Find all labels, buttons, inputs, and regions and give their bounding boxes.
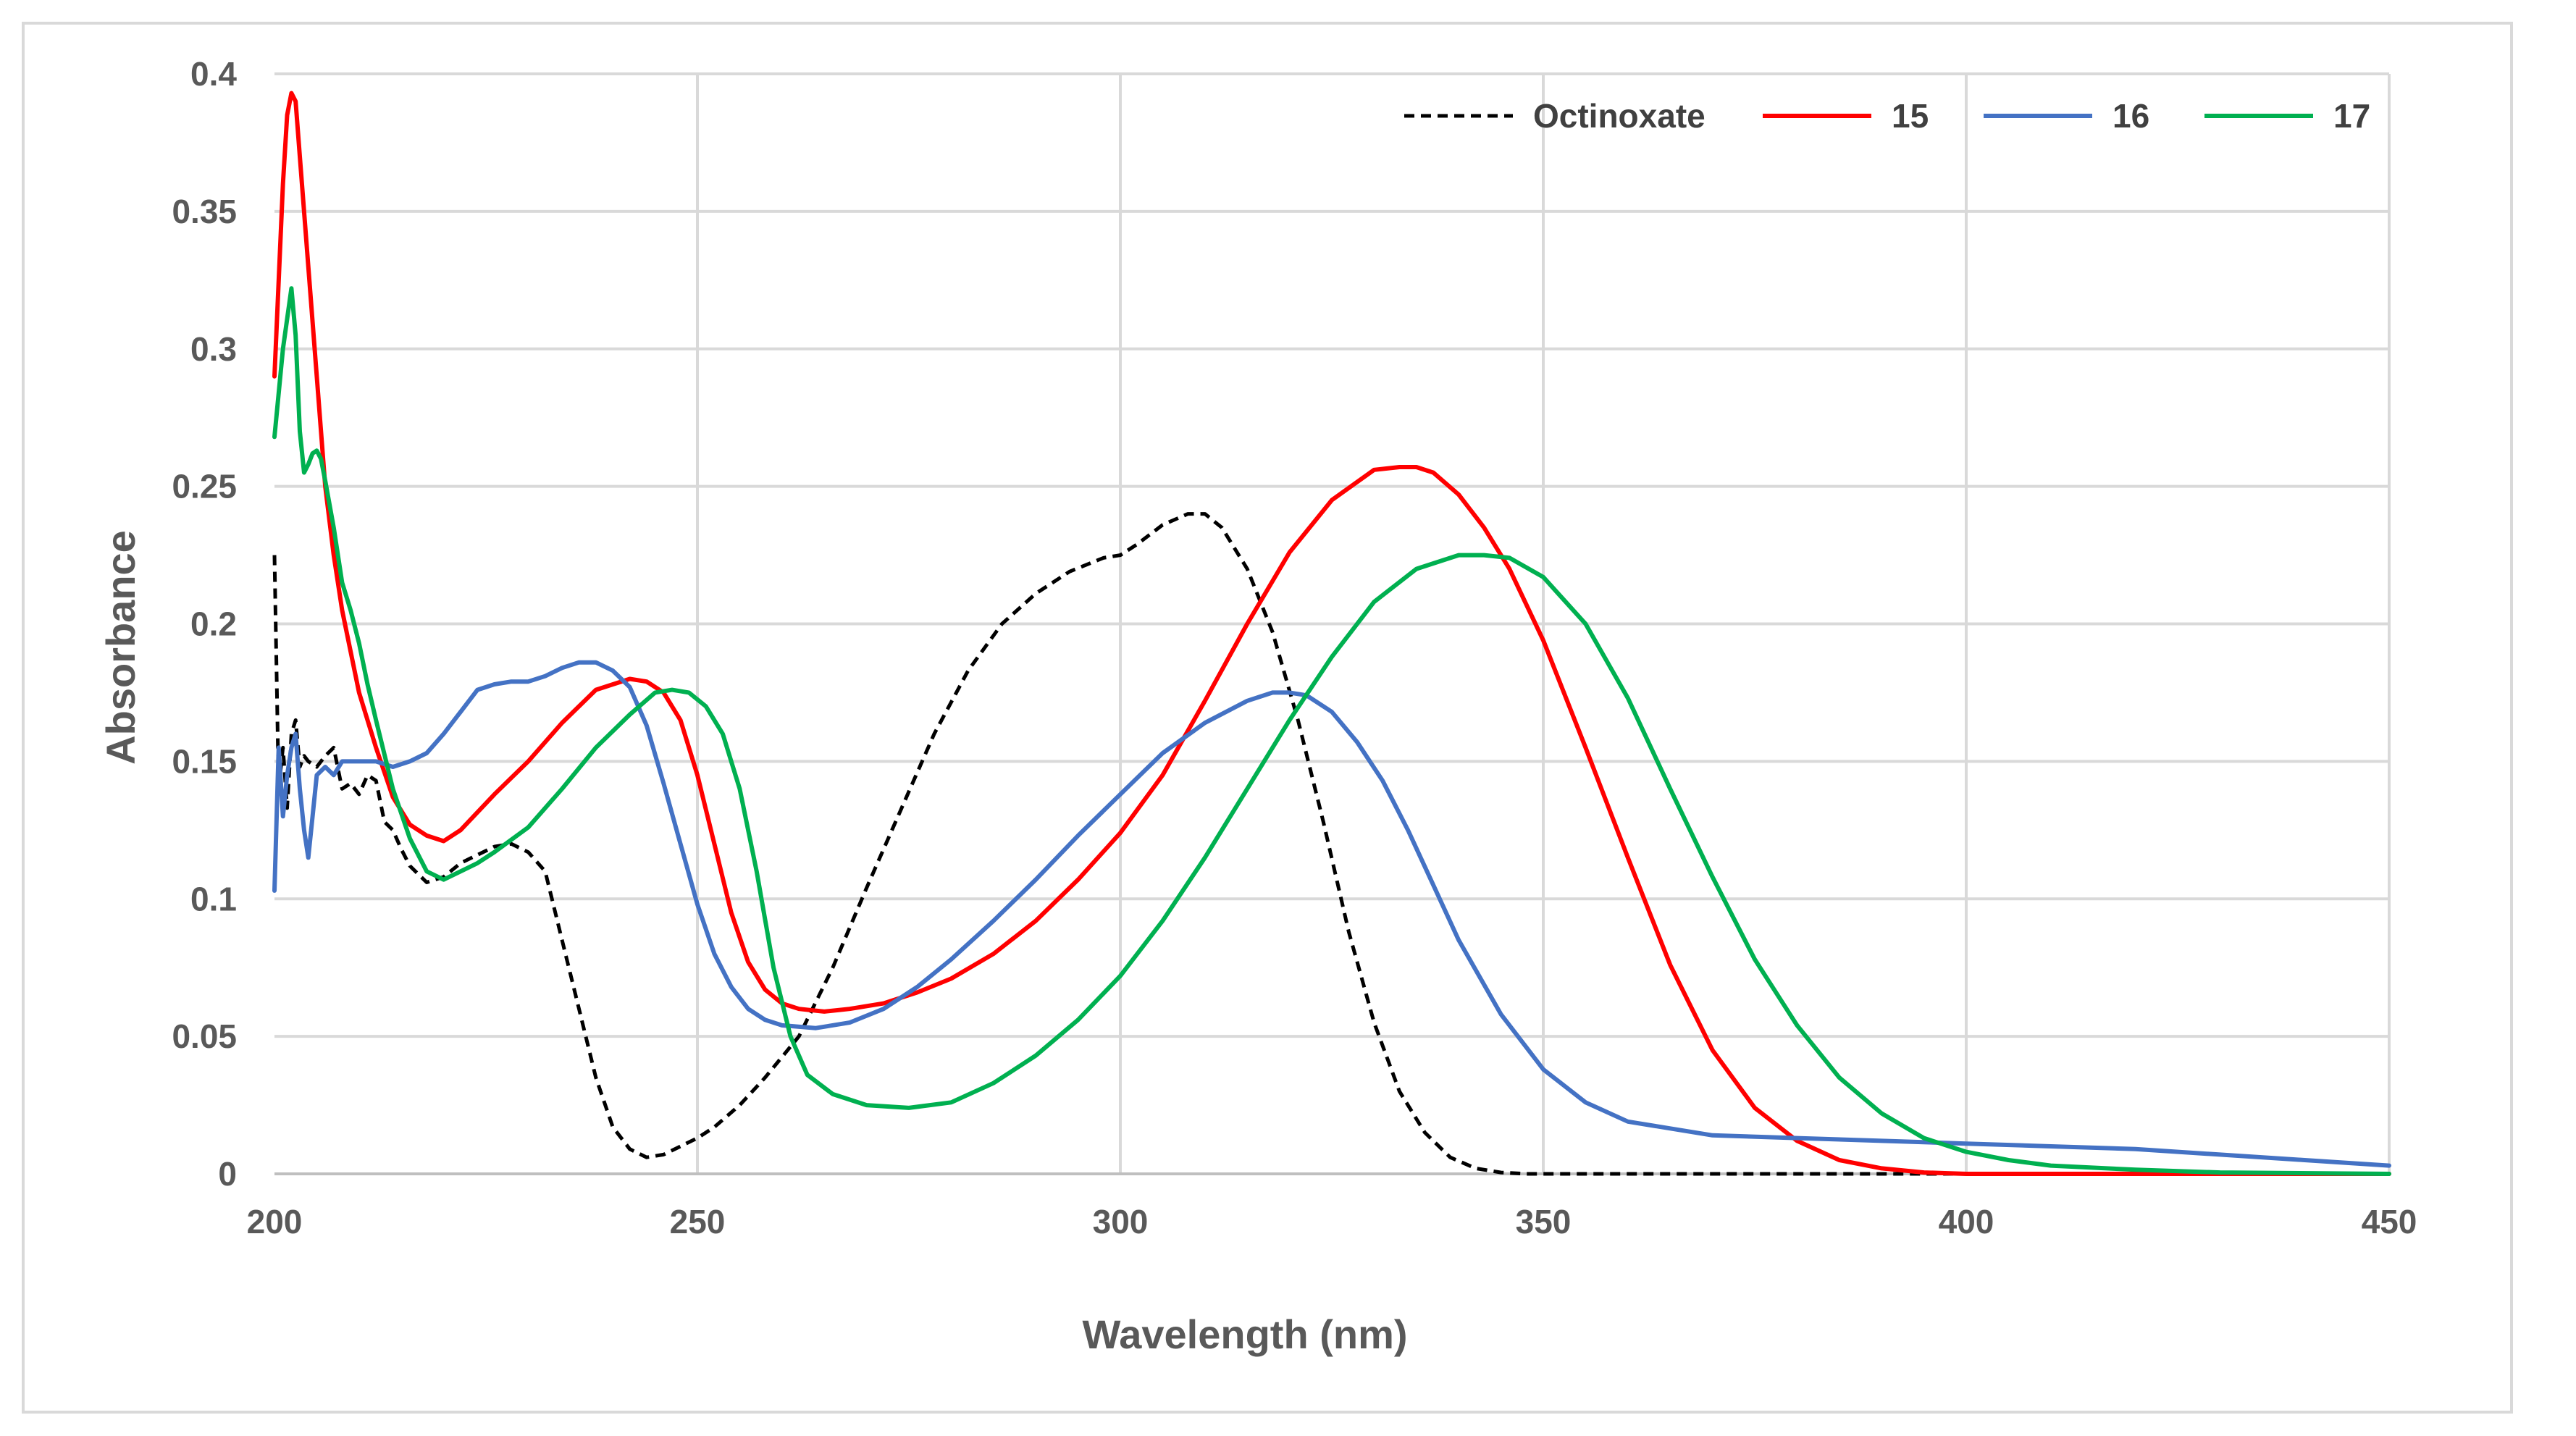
x-tick-label: 250: [670, 1203, 726, 1240]
y-tick-label: 0.25: [172, 468, 237, 505]
tick-layer: 0 0.05 0.1 0.15 0.2 0.25 0.3 0.35 0.4 200 250 300 35…: [172, 55, 2417, 1240]
legend-item-16: 16: [1984, 97, 2149, 135]
y-tick-label: 0.1: [190, 880, 237, 918]
y-axis-title: Absorbance: [98, 530, 143, 765]
legend-label: Octinoxate: [1533, 97, 1706, 135]
x-axis-title: Wavelength (nm): [1082, 1311, 1407, 1357]
legend-item-17: 17: [2204, 97, 2370, 135]
grid-layer: [274, 72, 2391, 1174]
x-tick-label: 200: [247, 1203, 303, 1240]
chart-frame: 0 0.05 0.1 0.15 0.2 0.25 0.3 0.35 0.4 200 250 300 35…: [22, 22, 2513, 1414]
y-tick-label: 0: [218, 1155, 237, 1193]
legend-label: 17: [2333, 97, 2370, 135]
legend-label: 16: [2113, 97, 2149, 135]
series-line-15: [272, 91, 2391, 1176]
y-tick-label: 0.05: [172, 1017, 237, 1055]
series-line-octinoxate: [272, 512, 2389, 1176]
y-tick-label: 0.4: [190, 55, 237, 93]
x-tick-label: 350: [1516, 1203, 1572, 1240]
y-tick-label: 0.35: [172, 193, 237, 230]
y-tick-label: 0.15: [172, 742, 237, 780]
y-tick-label: 0.3: [190, 330, 237, 368]
legend-item-15: 15: [1763, 97, 1929, 135]
x-tick-label: 300: [1093, 1203, 1149, 1240]
x-tick-label: 450: [2362, 1203, 2417, 1240]
series-line-17: [272, 286, 2391, 1176]
absorbance-chart: 0 0.05 0.1 0.15 0.2 0.25 0.3 0.35 0.4 200 250 300 35…: [98, 55, 2417, 1357]
series-layer: [272, 91, 2391, 1176]
x-tick-label: 400: [1939, 1203, 1994, 1240]
y-tick-label: 0.2: [190, 605, 237, 643]
legend-label: 15: [1892, 97, 1929, 135]
series-line-16: [272, 660, 2391, 1168]
legend-item-octinoxate: Octinoxate: [1404, 97, 1706, 135]
legend: Octinoxate 15 16 17: [1404, 97, 2370, 135]
